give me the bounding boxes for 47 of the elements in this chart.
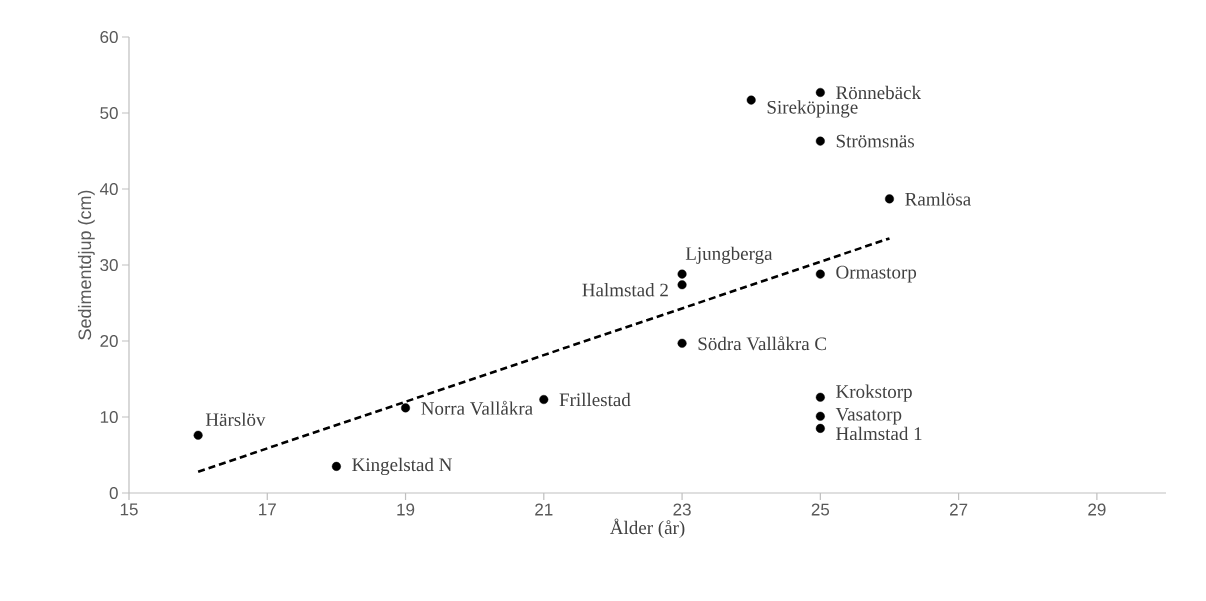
point — [677, 338, 687, 348]
x-axis-title: Ålder (år) — [609, 518, 685, 539]
y-tick-label: 10 — [100, 410, 118, 424]
x-tick-label: 15 — [120, 503, 138, 516]
point — [815, 269, 825, 279]
x-tick-label: 25 — [811, 503, 830, 516]
annotation: Strömsnäs — [836, 134, 915, 148]
point — [815, 392, 825, 402]
y-tick-label: 50 — [100, 106, 118, 120]
y-tick-label: 60 — [100, 30, 118, 44]
y-tick-label: 0 — [109, 486, 118, 500]
point — [746, 95, 756, 105]
annotation: Ljungberga — [685, 246, 773, 264]
y-tick-label: 30 — [100, 258, 118, 272]
point — [401, 403, 411, 413]
point — [815, 411, 825, 421]
annotation: Vasatorp — [835, 408, 902, 425]
annotation: Frillestad — [559, 392, 631, 407]
point — [677, 269, 687, 279]
annotation: Ramlösa — [905, 192, 971, 206]
x-tick-label: 23 — [673, 503, 691, 516]
annotation: Södra Vallåkra C — [698, 336, 827, 351]
annotation: Norra Vallåkra — [421, 400, 533, 415]
annotation: Halmstad 1 — [836, 426, 922, 441]
point — [677, 280, 687, 290]
annotation: Härslöv — [205, 412, 266, 427]
point — [815, 423, 825, 433]
point — [815, 87, 825, 97]
annotation: Kingelstad N — [352, 457, 452, 476]
y-tick-label: 40 — [99, 182, 118, 196]
y-axis-title: Sedimentdjup (cm) — [77, 190, 95, 340]
annotation: Ormastorp — [836, 265, 917, 283]
annotation: Rönnebäck — [836, 85, 922, 100]
point — [884, 194, 894, 204]
x-tick-label: 19 — [397, 503, 415, 516]
point — [815, 136, 825, 146]
x-tick-label: 29 — [1088, 503, 1106, 516]
x-tick-label: 21 — [535, 503, 553, 516]
y-tick-label: 20 — [100, 334, 118, 348]
x-tick-label: 27 — [950, 503, 968, 516]
point — [331, 461, 341, 471]
point — [193, 430, 203, 440]
annotation: Krokstorp — [836, 384, 912, 402]
point — [539, 395, 549, 405]
annotation: Sireköpinge — [767, 100, 858, 118]
annotation: Halmstad 2 — [582, 283, 668, 297]
x-tick-label: 17 — [259, 503, 276, 516]
